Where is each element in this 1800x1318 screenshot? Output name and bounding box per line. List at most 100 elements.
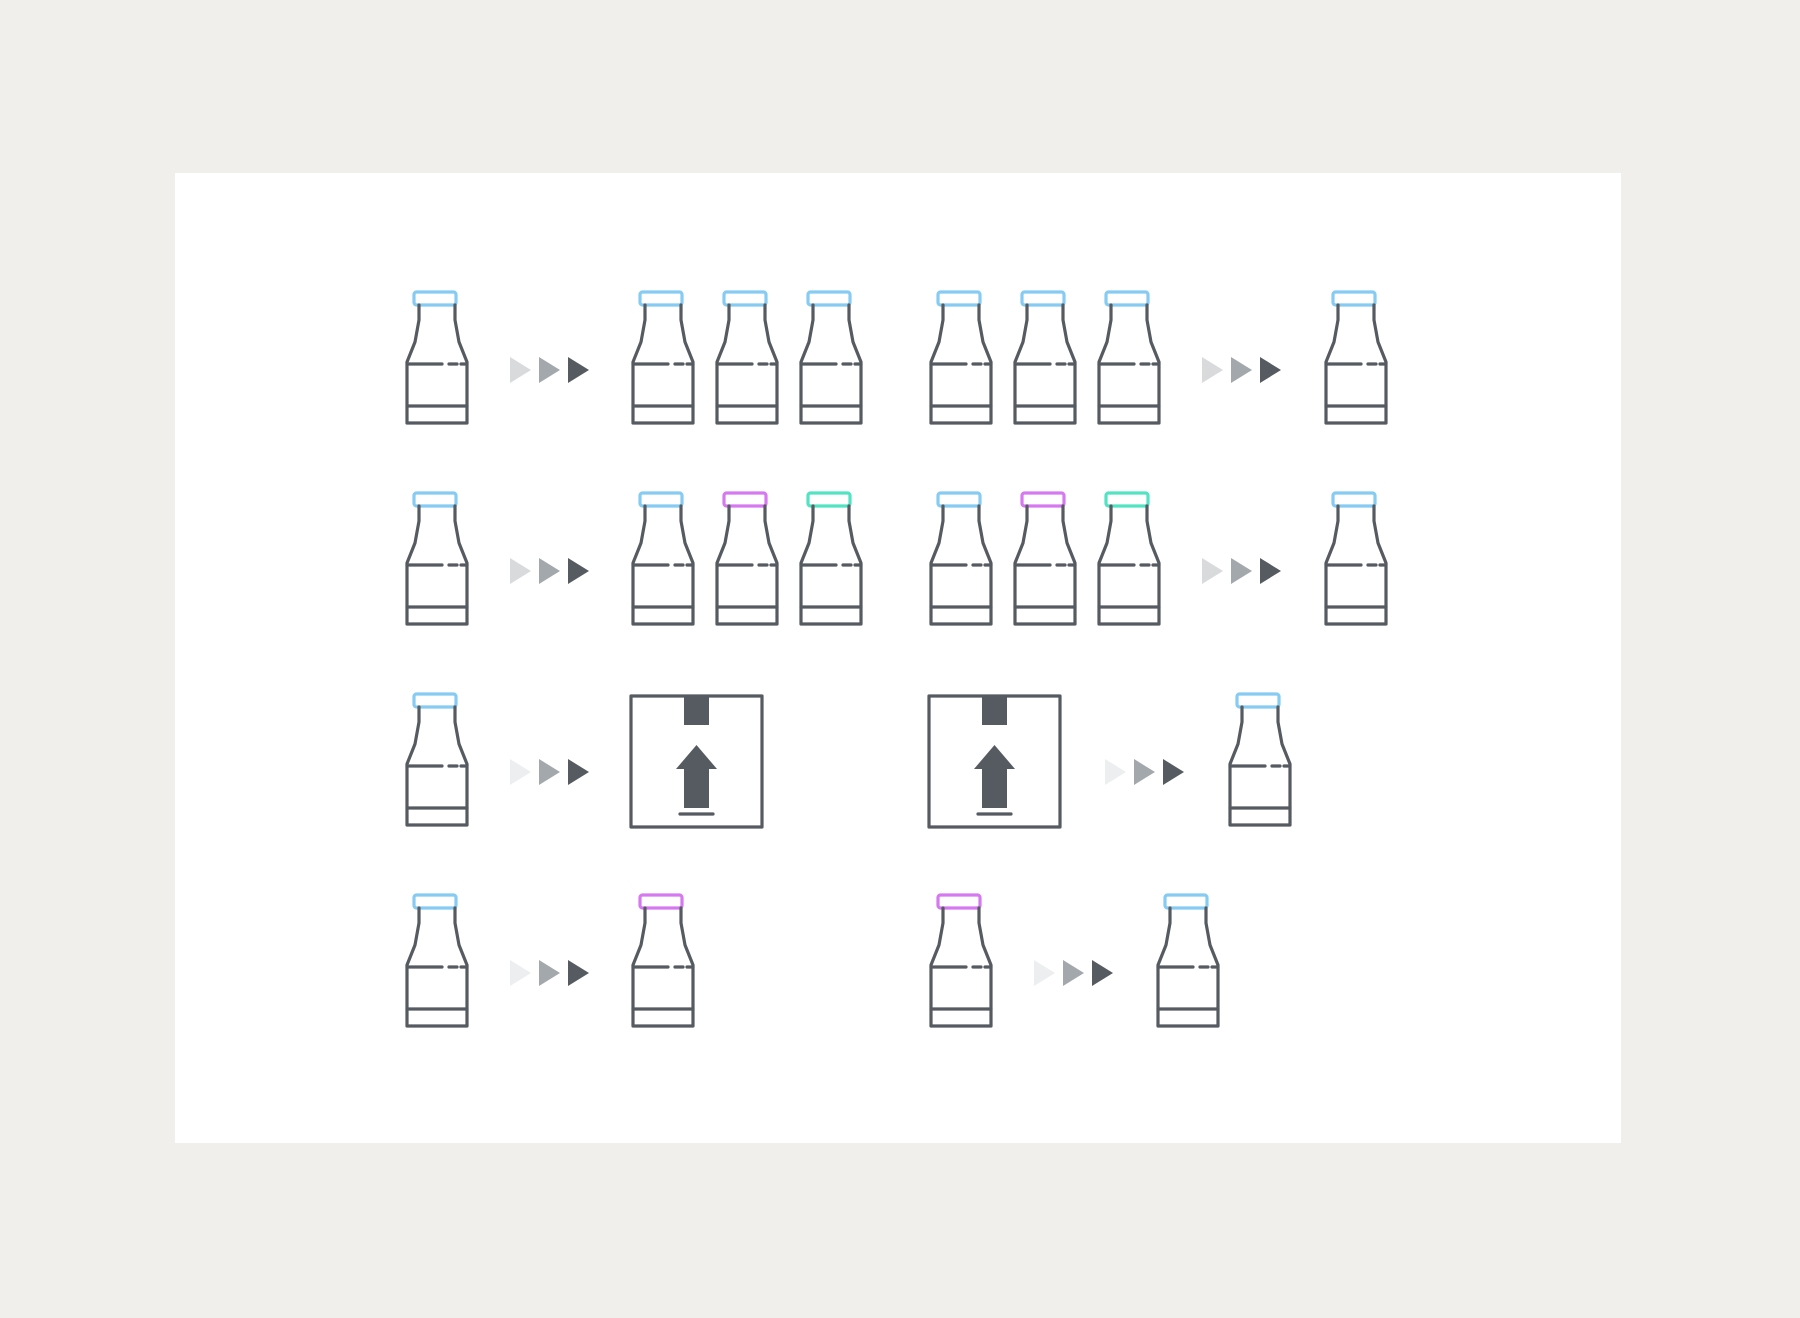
triple-arrow-icon bbox=[510, 759, 589, 785]
bottle-cap-blue bbox=[1331, 491, 1377, 508]
bottle-icon bbox=[1013, 491, 1077, 626]
bottle-icon bbox=[631, 491, 695, 626]
bottle-cap-blue bbox=[936, 290, 982, 307]
box-outline bbox=[629, 694, 764, 829]
arrow-head-3 bbox=[1092, 960, 1113, 986]
arrow-head-1 bbox=[1202, 558, 1223, 584]
bottle-cap-blue bbox=[806, 290, 852, 307]
triple-arrow-icon bbox=[510, 960, 589, 986]
bottle-outline bbox=[405, 303, 469, 425]
upload-arrow-icon bbox=[974, 745, 1015, 808]
bottle-outline bbox=[799, 303, 863, 425]
bottle-cap-blue bbox=[1020, 290, 1066, 307]
upload-box-icon bbox=[629, 694, 764, 829]
bottle-outline bbox=[405, 705, 469, 827]
bottle-cap-blue bbox=[638, 491, 684, 508]
bottle-cap-teal bbox=[806, 491, 852, 508]
triple-arrow-icon bbox=[1202, 558, 1281, 584]
arrow-head-1 bbox=[510, 558, 531, 584]
bottle-icon bbox=[929, 893, 993, 1028]
bottle-cap-blue bbox=[412, 692, 458, 709]
bottle-cap-blue bbox=[1235, 692, 1281, 709]
arrow-head-1 bbox=[1202, 357, 1223, 383]
arrow-head-2 bbox=[539, 558, 560, 584]
bottle-cap-blue bbox=[722, 290, 768, 307]
bottle-icon bbox=[1013, 290, 1077, 425]
bottle-icon bbox=[1324, 491, 1388, 626]
triple-arrow-icon bbox=[1202, 357, 1281, 383]
arrow-head-2 bbox=[1134, 759, 1155, 785]
bottle-cap-blue bbox=[1104, 290, 1150, 307]
bottle-outline bbox=[929, 303, 993, 425]
bottle-outline bbox=[715, 303, 779, 425]
bottle-outline bbox=[405, 504, 469, 626]
arrow-head-3 bbox=[1260, 558, 1281, 584]
arrow-head-2 bbox=[539, 759, 560, 785]
bottle-outline bbox=[1013, 303, 1077, 425]
bottle-cap-teal bbox=[1104, 491, 1150, 508]
bottle-outline bbox=[631, 906, 695, 1028]
bottle-outline bbox=[631, 303, 695, 425]
bottle-outline bbox=[1013, 504, 1077, 626]
bottle-outline bbox=[1324, 504, 1388, 626]
triple-arrow-icon bbox=[1105, 759, 1184, 785]
bottle-icon bbox=[405, 893, 469, 1028]
bottle-cap-purple bbox=[936, 893, 982, 910]
bottle-outline bbox=[1228, 705, 1292, 827]
bottle-outline bbox=[715, 504, 779, 626]
upload-box-icon bbox=[927, 694, 1062, 829]
bottle-icon bbox=[405, 290, 469, 425]
bottle-outline bbox=[405, 906, 469, 1028]
bottle-icon bbox=[1097, 290, 1161, 425]
bottle-cap-blue bbox=[412, 290, 458, 307]
triple-arrow-icon bbox=[1034, 960, 1113, 986]
bottle-cap-purple bbox=[1020, 491, 1066, 508]
arrow-head-2 bbox=[1231, 558, 1252, 584]
triple-arrow-icon bbox=[510, 357, 589, 383]
bottle-cap-blue bbox=[638, 290, 684, 307]
arrow-head-1 bbox=[510, 357, 531, 383]
arrow-head-3 bbox=[568, 357, 589, 383]
arrow-head-2 bbox=[1231, 357, 1252, 383]
bottle-icon bbox=[631, 893, 695, 1028]
bottle-cap-blue bbox=[1331, 290, 1377, 307]
bottle-cap-purple bbox=[638, 893, 684, 910]
bottle-icon bbox=[1097, 491, 1161, 626]
box-tape bbox=[684, 697, 709, 725]
bottle-icon bbox=[929, 491, 993, 626]
bottle-cap-blue bbox=[936, 491, 982, 508]
bottle-cap-blue bbox=[1163, 893, 1209, 910]
box-outline bbox=[927, 694, 1062, 829]
arrow-head-2 bbox=[539, 357, 560, 383]
bottle-cap-blue bbox=[412, 491, 458, 508]
bottle-icon bbox=[405, 692, 469, 827]
bottle-icon bbox=[1228, 692, 1292, 827]
arrow-head-1 bbox=[510, 960, 531, 986]
bottle-outline bbox=[631, 504, 695, 626]
arrow-head-1 bbox=[1034, 960, 1055, 986]
bottle-outline bbox=[1156, 906, 1220, 1028]
bottle-icon bbox=[405, 491, 469, 626]
arrow-head-2 bbox=[539, 960, 560, 986]
arrow-head-3 bbox=[1260, 357, 1281, 383]
bottle-cap-purple bbox=[722, 491, 768, 508]
bottle-outline bbox=[1097, 504, 1161, 626]
bottle-outline bbox=[1097, 303, 1161, 425]
arrow-head-3 bbox=[1163, 759, 1184, 785]
bottle-icon bbox=[1324, 290, 1388, 425]
triple-arrow-icon bbox=[510, 558, 589, 584]
bottle-icon bbox=[799, 290, 863, 425]
bottle-icon bbox=[715, 491, 779, 626]
arrow-head-1 bbox=[1105, 759, 1126, 785]
bottle-icon bbox=[929, 290, 993, 425]
upload-arrow-icon bbox=[676, 745, 717, 808]
bottle-icon bbox=[631, 290, 695, 425]
arrow-head-1 bbox=[510, 759, 531, 785]
bottle-cap-blue bbox=[412, 893, 458, 910]
arrow-head-3 bbox=[568, 960, 589, 986]
bottle-outline bbox=[929, 906, 993, 1028]
bottle-icon bbox=[715, 290, 779, 425]
arrow-head-2 bbox=[1063, 960, 1084, 986]
bottle-icon bbox=[799, 491, 863, 626]
arrow-head-3 bbox=[568, 759, 589, 785]
